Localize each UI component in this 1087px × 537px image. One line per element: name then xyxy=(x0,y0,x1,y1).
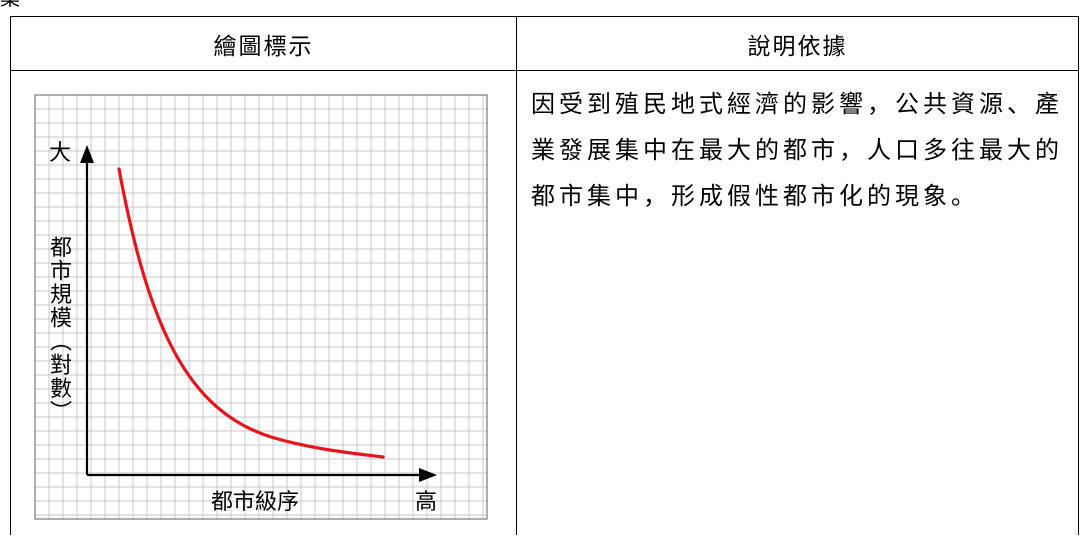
y-axis-top-label: 大 xyxy=(49,141,71,166)
y-axis-title-char: 市 xyxy=(50,260,72,285)
grid-frame xyxy=(34,94,488,520)
explanation-text: 因受到殖民地式經濟的影響，公共資源、產業發展集中在最大的都市，人口多往最大的都市… xyxy=(531,90,1063,210)
rank-size-curve xyxy=(117,167,385,459)
y-axis-arrow xyxy=(80,145,94,163)
x-axis-arrow xyxy=(419,468,437,482)
answer-table: 繪圖標示 說明依據 大 都市規模︵對數︶ 都市級序 高 xyxy=(10,16,1079,535)
y-axis-title-char: 對 xyxy=(50,354,72,379)
header-explanation: 說明依據 xyxy=(516,16,1079,71)
y-axis-title-char: ︵ xyxy=(50,330,72,355)
y-axis-title-char: 規 xyxy=(50,283,72,308)
y-axis-title: 都市規模︵對數︶ xyxy=(50,236,72,426)
y-axis-title-char: 模 xyxy=(50,307,72,332)
x-axis-title: 都市級序 xyxy=(211,490,299,515)
grid-paper xyxy=(35,95,487,519)
y-axis-title-char: 數 xyxy=(50,377,72,402)
rank-size-graph: 大 都市規模︵對數︶ 都市級序 高 xyxy=(34,94,488,520)
explanation-cell: 因受到殖民地式經濟的影響，公共資源、產業發展集中在最大的都市，人口多往最大的都市… xyxy=(516,70,1079,535)
drawing-cell: 大 都市規模︵對數︶ 都市級序 高 xyxy=(10,70,517,535)
x-axis-end-label: 高 xyxy=(415,490,437,515)
header-drawing: 繪圖標示 xyxy=(10,16,517,71)
y-axis-title-char: 都 xyxy=(50,236,72,261)
y-axis-title-char: ︶ xyxy=(50,401,72,426)
corner-mark: 案 xyxy=(0,0,20,8)
